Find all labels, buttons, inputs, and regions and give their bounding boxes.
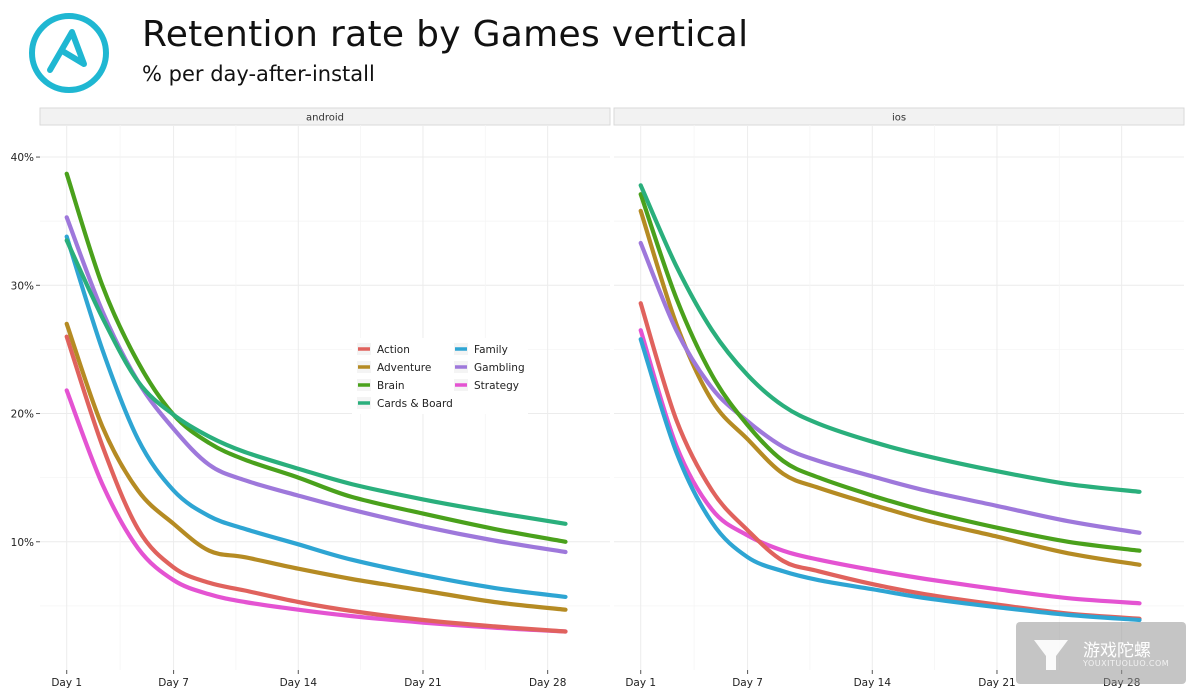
series-line-gambling xyxy=(638,240,1142,535)
legend-label: Adventure xyxy=(377,362,431,374)
y-tick-label: 30% xyxy=(11,280,34,292)
x-tick-label: Day 7 xyxy=(158,677,189,689)
brand-logo-icon xyxy=(29,13,109,93)
x-tick-label: Day 7 xyxy=(732,677,763,689)
legend-item: Cards & Board xyxy=(357,397,453,410)
legend-item: Strategy xyxy=(454,379,519,392)
x-tick-label: Day 1 xyxy=(51,677,82,689)
legend-label: Cards & Board xyxy=(377,398,453,410)
facet-label: ios xyxy=(892,113,906,124)
series-line-brain xyxy=(638,192,1142,553)
x-tick-label: Day 28 xyxy=(529,677,566,689)
watermark-logo-icon xyxy=(1034,640,1068,670)
series-line-action xyxy=(64,334,568,634)
legend-background xyxy=(352,338,528,414)
y-tick-label: 20% xyxy=(11,409,34,421)
series-line-family xyxy=(64,234,568,599)
series-line-strategy xyxy=(638,328,1142,606)
legend-label: Strategy xyxy=(474,380,519,392)
series-line-adventure xyxy=(64,321,568,612)
legend-item: Gambling xyxy=(454,361,525,374)
chart-title: Retention rate by Games vertical xyxy=(142,14,749,55)
legend-item: Adventure xyxy=(357,361,431,374)
watermark-brand: 游戏陀螺 xyxy=(1083,641,1151,661)
legend-item: Family xyxy=(454,343,508,356)
legend-item: Action xyxy=(357,343,410,356)
x-tick-label: Day 1 xyxy=(625,677,656,689)
series-line-brain xyxy=(64,171,568,544)
x-tick-label: Day 14 xyxy=(854,677,892,689)
legend: Action Adventure Brain Cards & Board Family G… xyxy=(352,338,528,414)
facet-strip xyxy=(613,107,1185,126)
x-tick-label: Day 21 xyxy=(404,677,441,689)
panel-android: android Day 1 Day 7 Day 14 Day 21 Day 28 10% 20… xyxy=(11,107,611,689)
chart-header: Retention rate by Games vertical % per d… xyxy=(0,0,1200,104)
legend-label: Family xyxy=(474,344,508,356)
series-line-cards-board xyxy=(638,183,1142,494)
y-tick-label: 10% xyxy=(11,537,34,549)
legend-item: Brain xyxy=(357,379,405,392)
facet-strip xyxy=(39,107,611,126)
legend-label: Action xyxy=(377,344,410,356)
watermark-url: YOUXITUOLUO.COM xyxy=(1083,659,1170,668)
series-line-family xyxy=(638,337,1142,623)
legend-label: Gambling xyxy=(474,362,525,374)
legend-label: Brain xyxy=(377,380,405,392)
x-tick-label: Day 21 xyxy=(978,677,1015,689)
chart-subtitle: % per day-after-install xyxy=(142,62,375,86)
series-line-cards-board xyxy=(64,238,568,526)
facet-label: android xyxy=(306,113,344,124)
y-tick-label: 40% xyxy=(11,152,34,164)
x-tick-label: Day 14 xyxy=(280,677,318,689)
